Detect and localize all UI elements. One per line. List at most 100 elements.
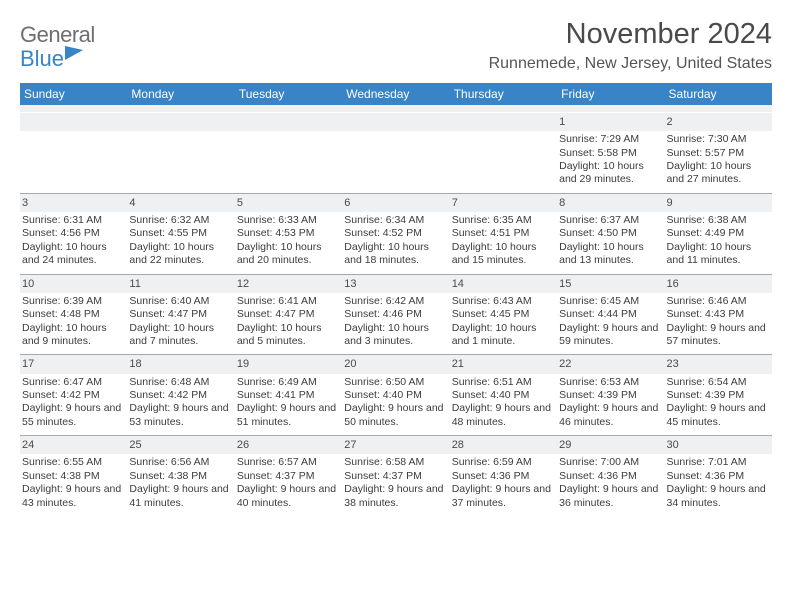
calendar-page: General Blue November 2024 Runnemede, Ne… bbox=[0, 0, 792, 516]
day-cell bbox=[235, 113, 342, 193]
daylight-text: Daylight: 9 hours and 53 minutes. bbox=[129, 402, 230, 429]
sunrise-text: Sunrise: 6:50 AM bbox=[344, 376, 445, 389]
day-number: 30 bbox=[665, 436, 772, 454]
sunrise-text: Sunrise: 6:49 AM bbox=[237, 376, 338, 389]
sunrise-text: Sunrise: 6:38 AM bbox=[667, 214, 768, 227]
sunset-text: Sunset: 4:47 PM bbox=[129, 308, 230, 321]
sunrise-text: Sunrise: 6:51 AM bbox=[452, 376, 553, 389]
daylight-text: Daylight: 9 hours and 34 minutes. bbox=[667, 483, 768, 510]
dow-cell: Sunday bbox=[20, 83, 127, 105]
daylight-text: Daylight: 10 hours and 3 minutes. bbox=[344, 322, 445, 349]
day-number: 28 bbox=[450, 436, 557, 454]
day-number bbox=[20, 113, 127, 131]
day-number: 6 bbox=[342, 194, 449, 212]
daylight-text: Daylight: 10 hours and 13 minutes. bbox=[559, 241, 660, 268]
day-cell: 17Sunrise: 6:47 AMSunset: 4:42 PMDayligh… bbox=[20, 355, 127, 435]
day-cell: 22Sunrise: 6:53 AMSunset: 4:39 PMDayligh… bbox=[557, 355, 664, 435]
dow-cell: Friday bbox=[557, 83, 664, 105]
sunrise-text: Sunrise: 6:57 AM bbox=[237, 456, 338, 469]
day-number: 21 bbox=[450, 355, 557, 373]
sunrise-text: Sunrise: 6:47 AM bbox=[22, 376, 123, 389]
day-number: 5 bbox=[235, 194, 342, 212]
brand-logo: General Blue bbox=[20, 18, 95, 72]
daylight-text: Daylight: 9 hours and 38 minutes. bbox=[344, 483, 445, 510]
daylight-text: Daylight: 10 hours and 20 minutes. bbox=[237, 241, 338, 268]
sunset-text: Sunset: 4:51 PM bbox=[452, 227, 553, 240]
day-number: 16 bbox=[665, 275, 772, 293]
day-number: 13 bbox=[342, 275, 449, 293]
daylight-text: Daylight: 10 hours and 11 minutes. bbox=[667, 241, 768, 268]
week-row: 3Sunrise: 6:31 AMSunset: 4:56 PMDaylight… bbox=[20, 193, 772, 274]
sunrise-text: Sunrise: 6:40 AM bbox=[129, 295, 230, 308]
sunrise-text: Sunrise: 6:39 AM bbox=[22, 295, 123, 308]
day-number: 9 bbox=[665, 194, 772, 212]
sunrise-text: Sunrise: 6:55 AM bbox=[22, 456, 123, 469]
sunrise-text: Sunrise: 7:30 AM bbox=[667, 133, 768, 146]
day-cell: 8Sunrise: 6:37 AMSunset: 4:50 PMDaylight… bbox=[557, 194, 664, 274]
day-cell: 9 Sunrise: 6:38 AMSunset: 4:49 PMDaylight… bbox=[665, 194, 772, 274]
sunrise-text: Sunrise: 6:32 AM bbox=[129, 214, 230, 227]
sunset-text: Sunset: 5:58 PM bbox=[559, 147, 660, 160]
location-text: Runnemede, New Jersey, United States bbox=[489, 55, 772, 73]
day-cell: 14Sunrise: 6:43 AMSunset: 4:45 PMDayligh… bbox=[450, 275, 557, 355]
sunrise-text: Sunrise: 6:34 AM bbox=[344, 214, 445, 227]
sunset-text: Sunset: 4:37 PM bbox=[237, 470, 338, 483]
daylight-text: Daylight: 10 hours and 15 minutes. bbox=[452, 241, 553, 268]
day-number: 19 bbox=[235, 355, 342, 373]
day-cell: 12Sunrise: 6:41 AMSunset: 4:47 PMDayligh… bbox=[235, 275, 342, 355]
sunrise-text: Sunrise: 6:33 AM bbox=[237, 214, 338, 227]
day-cell: 6Sunrise: 6:34 AMSunset: 4:52 PMDaylight… bbox=[342, 194, 449, 274]
sunset-text: Sunset: 4:47 PM bbox=[237, 308, 338, 321]
sunset-text: Sunset: 5:57 PM bbox=[667, 147, 768, 160]
daylight-text: Daylight: 9 hours and 51 minutes. bbox=[237, 402, 338, 429]
sunrise-text: Sunrise: 6:54 AM bbox=[667, 376, 768, 389]
sunset-text: Sunset: 4:44 PM bbox=[559, 308, 660, 321]
week-row: 24Sunrise: 6:55 AMSunset: 4:38 PMDayligh… bbox=[20, 435, 772, 516]
day-number: 22 bbox=[557, 355, 664, 373]
day-cell: 7Sunrise: 6:35 AMSunset: 4:51 PMDaylight… bbox=[450, 194, 557, 274]
day-number: 23 bbox=[665, 355, 772, 373]
day-cell: 15Sunrise: 6:45 AMSunset: 4:44 PMDayligh… bbox=[557, 275, 664, 355]
day-number: 12 bbox=[235, 275, 342, 293]
sunset-text: Sunset: 4:48 PM bbox=[22, 308, 123, 321]
day-number: 27 bbox=[342, 436, 449, 454]
day-number: 20 bbox=[342, 355, 449, 373]
day-cell: 23Sunrise: 6:54 AMSunset: 4:39 PMDayligh… bbox=[665, 355, 772, 435]
day-cell: 28Sunrise: 6:59 AMSunset: 4:36 PMDayligh… bbox=[450, 436, 557, 516]
sunset-text: Sunset: 4:41 PM bbox=[237, 389, 338, 402]
dow-cell: Wednesday bbox=[342, 83, 449, 105]
day-number: 4 bbox=[127, 194, 234, 212]
daylight-text: Daylight: 9 hours and 46 minutes. bbox=[559, 402, 660, 429]
dow-cell: Thursday bbox=[450, 83, 557, 105]
day-number: 2 bbox=[665, 113, 772, 131]
day-number: 15 bbox=[557, 275, 664, 293]
daylight-text: Daylight: 9 hours and 40 minutes. bbox=[237, 483, 338, 510]
sunset-text: Sunset: 4:53 PM bbox=[237, 227, 338, 240]
day-number bbox=[450, 113, 557, 131]
day-number: 29 bbox=[557, 436, 664, 454]
daylight-text: Daylight: 10 hours and 1 minute. bbox=[452, 322, 553, 349]
sunset-text: Sunset: 4:45 PM bbox=[452, 308, 553, 321]
week-row: 1Sunrise: 7:29 AMSunset: 5:58 PMDaylight… bbox=[20, 113, 772, 193]
daylight-text: Daylight: 10 hours and 27 minutes. bbox=[667, 160, 768, 187]
sunset-text: Sunset: 4:36 PM bbox=[452, 470, 553, 483]
sunrise-text: Sunrise: 6:56 AM bbox=[129, 456, 230, 469]
day-cell: 21Sunrise: 6:51 AMSunset: 4:40 PMDayligh… bbox=[450, 355, 557, 435]
day-cell: 11Sunrise: 6:40 AMSunset: 4:47 PMDayligh… bbox=[127, 275, 234, 355]
day-cell: 13Sunrise: 6:42 AMSunset: 4:46 PMDayligh… bbox=[342, 275, 449, 355]
title-block: November 2024 Runnemede, New Jersey, Uni… bbox=[489, 18, 772, 73]
sunset-text: Sunset: 4:39 PM bbox=[667, 389, 768, 402]
day-cell: 25Sunrise: 6:56 AMSunset: 4:38 PMDayligh… bbox=[127, 436, 234, 516]
sunset-text: Sunset: 4:39 PM bbox=[559, 389, 660, 402]
sunset-text: Sunset: 4:49 PM bbox=[667, 227, 768, 240]
day-cell: 18Sunrise: 6:48 AMSunset: 4:42 PMDayligh… bbox=[127, 355, 234, 435]
sunset-text: Sunset: 4:55 PM bbox=[129, 227, 230, 240]
sunset-text: Sunset: 4:50 PM bbox=[559, 227, 660, 240]
day-number: 1 bbox=[557, 113, 664, 131]
day-number: 24 bbox=[20, 436, 127, 454]
daylight-text: Daylight: 10 hours and 29 minutes. bbox=[559, 160, 660, 187]
sunrise-text: Sunrise: 6:41 AM bbox=[237, 295, 338, 308]
daylight-text: Daylight: 9 hours and 41 minutes. bbox=[129, 483, 230, 510]
sunset-text: Sunset: 4:40 PM bbox=[452, 389, 553, 402]
logo-line2: Blue bbox=[20, 46, 64, 72]
